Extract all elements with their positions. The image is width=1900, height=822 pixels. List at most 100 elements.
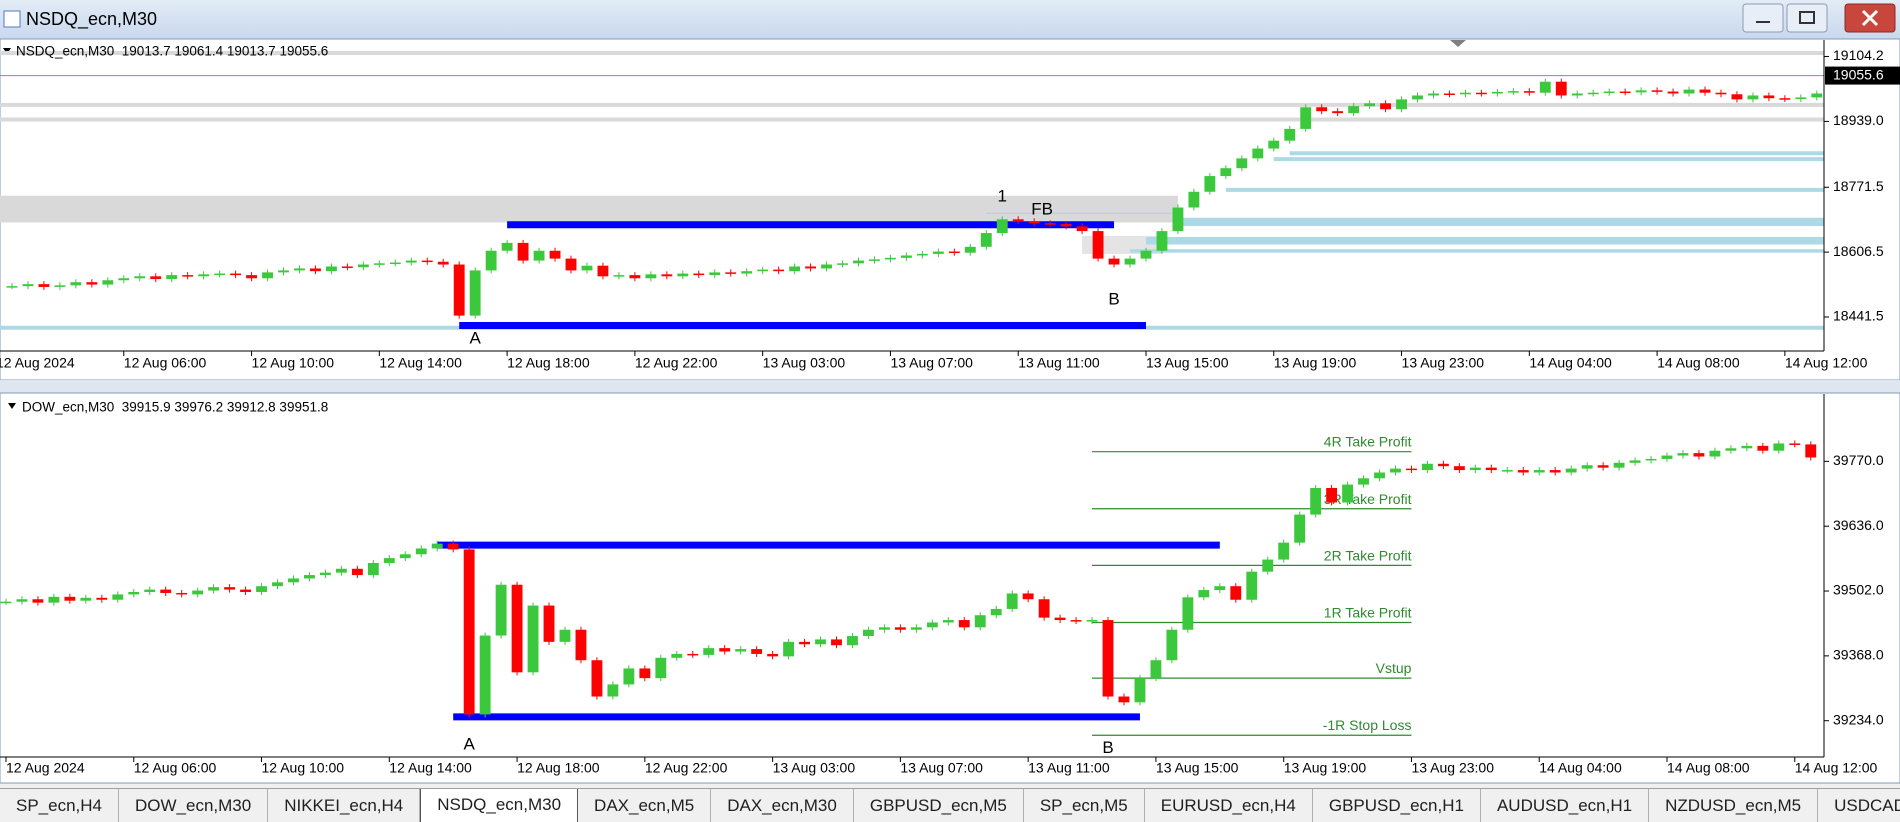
- candle: [1070, 620, 1082, 622]
- candle: [533, 250, 545, 261]
- candle: [1134, 678, 1146, 703]
- candle: [501, 242, 513, 251]
- candle: [1204, 176, 1216, 192]
- x-tick-label: 13 Aug 03:00: [763, 355, 846, 371]
- candle: [437, 261, 449, 265]
- candle: [900, 255, 912, 258]
- chart-tab[interactable]: SP_ecn,M5: [1024, 789, 1145, 822]
- candle: [1028, 221, 1040, 224]
- y-tick-label: 19104.2: [1833, 47, 1884, 63]
- candle: [1805, 444, 1817, 458]
- candle: [1693, 453, 1705, 457]
- candle: [224, 587, 236, 590]
- candle: [1102, 620, 1114, 697]
- candle: [1294, 514, 1306, 543]
- chart-tab[interactable]: GBPUSD_ecn,H1: [1313, 789, 1481, 822]
- candle: [1406, 468, 1417, 471]
- candle: [1214, 586, 1226, 591]
- candle: [517, 242, 529, 261]
- chart-tab[interactable]: DAX_ecn,M30: [711, 789, 854, 822]
- candle: [64, 596, 76, 601]
- candle: [1507, 91, 1519, 93]
- window-icon: [3, 10, 21, 28]
- x-tick-label: 13 Aug 11:00: [1028, 760, 1110, 776]
- price-zone: [1130, 249, 1824, 253]
- candle: [1539, 81, 1551, 93]
- candle: [1278, 542, 1290, 560]
- candle: [815, 639, 826, 645]
- chart-tab[interactable]: USDCAD: [1818, 789, 1900, 822]
- candle: [1182, 597, 1194, 630]
- candle: [246, 275, 257, 279]
- candle: [288, 578, 299, 583]
- annotation: 1: [998, 186, 1007, 205]
- candle: [357, 264, 369, 268]
- candle: [431, 543, 443, 549]
- candle: [1246, 571, 1258, 600]
- candle: [1108, 258, 1120, 265]
- candle: [22, 284, 34, 287]
- candle: [1555, 81, 1567, 96]
- candle: [16, 599, 28, 602]
- candle: [96, 597, 108, 600]
- candle: [910, 627, 922, 630]
- chart-tab[interactable]: NIKKEI_ecn,H4: [268, 789, 421, 822]
- candle: [767, 653, 779, 657]
- candle: [485, 250, 497, 271]
- chart-tab[interactable]: DAX_ecn,M5: [578, 789, 712, 822]
- collapse-arrow: [3, 48, 11, 54]
- candle: [160, 589, 172, 593]
- x-tick-label: 14 Aug 08:00: [1667, 760, 1750, 776]
- candle: [1571, 93, 1583, 96]
- chart-tab[interactable]: AUDUSD_ecn,H1: [1481, 789, 1650, 822]
- chart-tab[interactable]: EURUSD_ecn,H4: [1145, 789, 1313, 822]
- chart-tab[interactable]: GBPUSD_ecn,M5: [854, 789, 1024, 822]
- candle: [1342, 484, 1354, 503]
- candle: [1012, 219, 1024, 222]
- title-bar: [0, 0, 1900, 39]
- x-tick-label: 12 Aug 22:00: [635, 355, 718, 371]
- x-tick-label: 14 Aug 08:00: [1657, 355, 1740, 371]
- candle: [351, 568, 363, 576]
- candle: [310, 268, 321, 272]
- chart-tab[interactable]: NSDQ_ecn,M30: [420, 789, 579, 822]
- maximize-button[interactable]: [1786, 3, 1828, 33]
- candle: [1076, 226, 1088, 232]
- candle: [1044, 223, 1056, 225]
- chart-tab[interactable]: NZDUSD_ecn,M5: [1649, 789, 1819, 822]
- candle: [1811, 93, 1823, 98]
- candle: [1437, 463, 1449, 467]
- candle: [150, 276, 162, 280]
- candle: [278, 270, 289, 273]
- candle: [1491, 91, 1503, 94]
- candle: [1412, 95, 1423, 100]
- minimize-button[interactable]: [1742, 3, 1784, 33]
- x-tick-label: 13 Aug 11:00: [1018, 355, 1100, 371]
- candle: [80, 597, 92, 601]
- y-tick-label: 18441.5: [1833, 308, 1884, 324]
- candle: [703, 648, 715, 655]
- candle: [0, 601, 12, 604]
- candle: [405, 260, 417, 263]
- panel-separator: [0, 380, 1900, 393]
- candle: [1597, 465, 1609, 468]
- candle: [463, 549, 475, 715]
- candle: [751, 649, 763, 654]
- chart-tab[interactable]: DOW_ecn,M30: [119, 789, 269, 822]
- candle: [607, 684, 619, 697]
- price-zone: [0, 195, 1178, 223]
- candle: [453, 264, 465, 316]
- candle: [1198, 590, 1210, 598]
- candle: [549, 250, 561, 259]
- candle: [1629, 460, 1641, 463]
- candle: [1469, 467, 1481, 471]
- current-price-box: [1825, 66, 1900, 85]
- y-tick-label: 18606.5: [1833, 243, 1884, 259]
- close-button[interactable]: [1844, 3, 1896, 33]
- chart-tab[interactable]: SP_ecn,H4: [0, 789, 119, 822]
- candle: [916, 253, 928, 256]
- candle: [1709, 450, 1721, 457]
- candle: [1613, 462, 1625, 468]
- candle: [958, 620, 970, 628]
